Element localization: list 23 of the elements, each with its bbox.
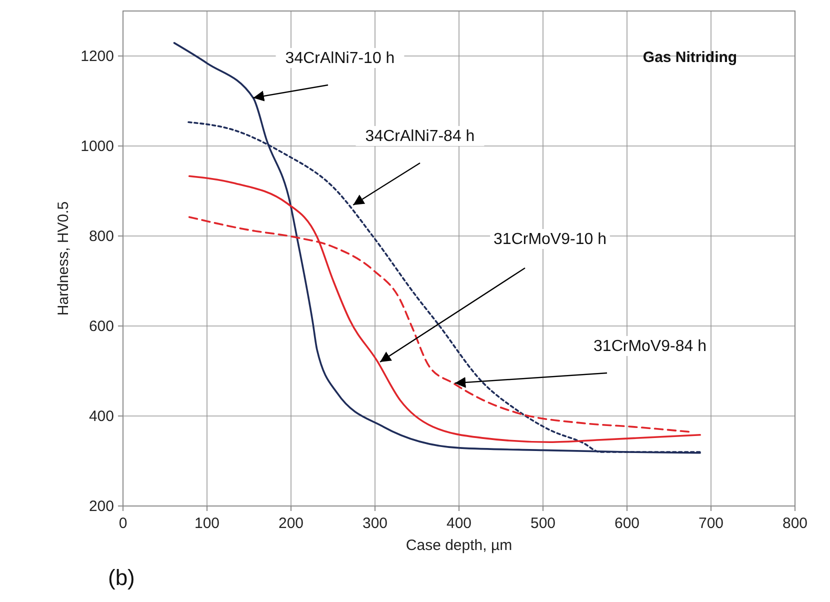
x-tick-label: 100 <box>194 515 220 532</box>
annotation: 31CrMoV9-84 h <box>594 338 706 355</box>
x-tick-label: 300 <box>362 515 388 532</box>
text: (b) <box>108 565 135 590</box>
y-tick-label: 600 <box>88 318 114 335</box>
annotation: 31CrMoV9-10 h <box>494 231 606 248</box>
x-tick-label: 0 <box>118 515 128 532</box>
x-tick-label: 400 <box>446 515 472 532</box>
y-tick-label: 1000 <box>80 138 114 155</box>
x-tick-label: 800 <box>782 515 808 532</box>
x-tick-label: 500 <box>530 515 556 532</box>
y-tick-label: 200 <box>88 498 114 515</box>
y-axis-title: Hardness, HV0.5 <box>55 201 72 316</box>
x-axis-title: Case depth, µm <box>406 537 512 554</box>
x-tick-label: 700 <box>698 515 724 532</box>
annotation: 34CrAlNi7-10 h <box>285 50 395 67</box>
x-tick-label: 600 <box>614 515 640 532</box>
y-tick-label: 400 <box>88 408 114 425</box>
annotation: 34CrAlNi7-84 h <box>365 128 475 145</box>
annotation: Gas Nitriding <box>642 49 738 66</box>
y-tick-label: 800 <box>88 228 114 245</box>
y-tick-label: 1200 <box>80 48 114 65</box>
x-tick-label: 200 <box>278 515 304 532</box>
